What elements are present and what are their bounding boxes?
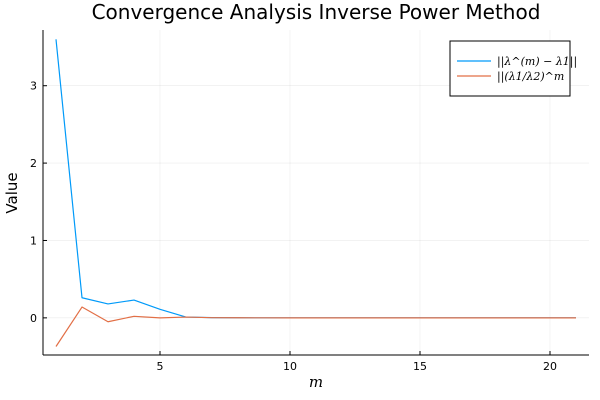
legend-label-series-1: ||λ^(m) − λ1|| bbox=[497, 55, 577, 69]
y-tick-label: 2 bbox=[30, 157, 37, 170]
series-lines bbox=[55, 39, 576, 347]
y-tick-label: 1 bbox=[30, 234, 37, 247]
series-line-2 bbox=[55, 306, 576, 347]
tick-labels: 5 10 15 20 0 1 2 3 bbox=[30, 80, 557, 373]
legend-box bbox=[449, 40, 571, 97]
axes bbox=[42, 30, 589, 356]
chart-title: Convergence Analysis Inverse Power Metho… bbox=[92, 0, 541, 24]
y-axis-label: Value bbox=[3, 172, 21, 213]
y-tick-label: 3 bbox=[30, 80, 37, 93]
x-tick-label: 20 bbox=[543, 360, 557, 373]
legend: ||λ^(m) − λ1|| ||(λ1/λ2)^m bbox=[449, 40, 577, 97]
y-tick-label: 0 bbox=[30, 312, 37, 325]
legend-label-series-2: ||(λ1/λ2)^m bbox=[497, 70, 564, 84]
x-tick-label: 15 bbox=[413, 360, 427, 373]
x-axis-label: m bbox=[309, 373, 323, 391]
x-tick-label: 5 bbox=[157, 360, 164, 373]
x-tick-label: 10 bbox=[283, 360, 297, 373]
